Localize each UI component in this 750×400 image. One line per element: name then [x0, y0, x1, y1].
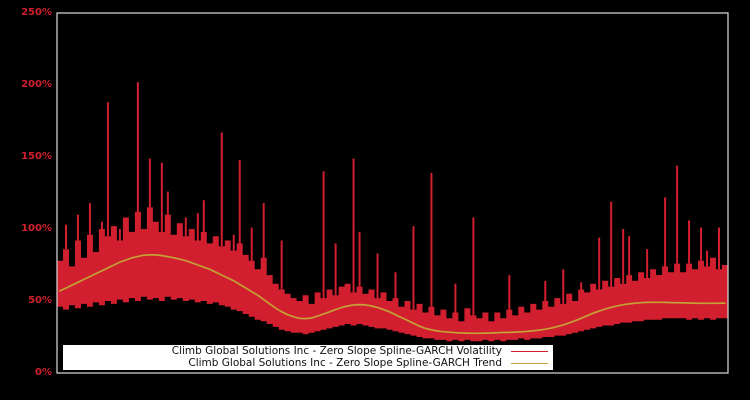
legend-volatility-line-sample-icon	[511, 351, 548, 352]
legend-volatility-label: Climb Global Solutions Inc - Zero Slope …	[171, 345, 502, 357]
y-tick-label-250: 250%	[21, 7, 52, 18]
y-tick-label-200: 200%	[21, 79, 52, 90]
legend-trend-label: Climb Global Solutions Inc - Zero Slope …	[188, 357, 502, 369]
y-tick-label-150: 150%	[21, 151, 52, 162]
y-tick-label-100: 100%	[21, 223, 52, 234]
legend-row-volatility: Climb Global Solutions Inc - Zero Slope …	[63, 346, 553, 357]
legend: Climb Global Solutions Inc - Zero Slope …	[63, 345, 553, 370]
legend-trend-line-sample-icon	[511, 363, 548, 364]
legend-row-trend: Climb Global Solutions Inc - Zero Slope …	[63, 358, 553, 369]
y-tick-label-0: 0%	[35, 367, 52, 378]
y-tick-label-50: 50%	[28, 295, 52, 306]
